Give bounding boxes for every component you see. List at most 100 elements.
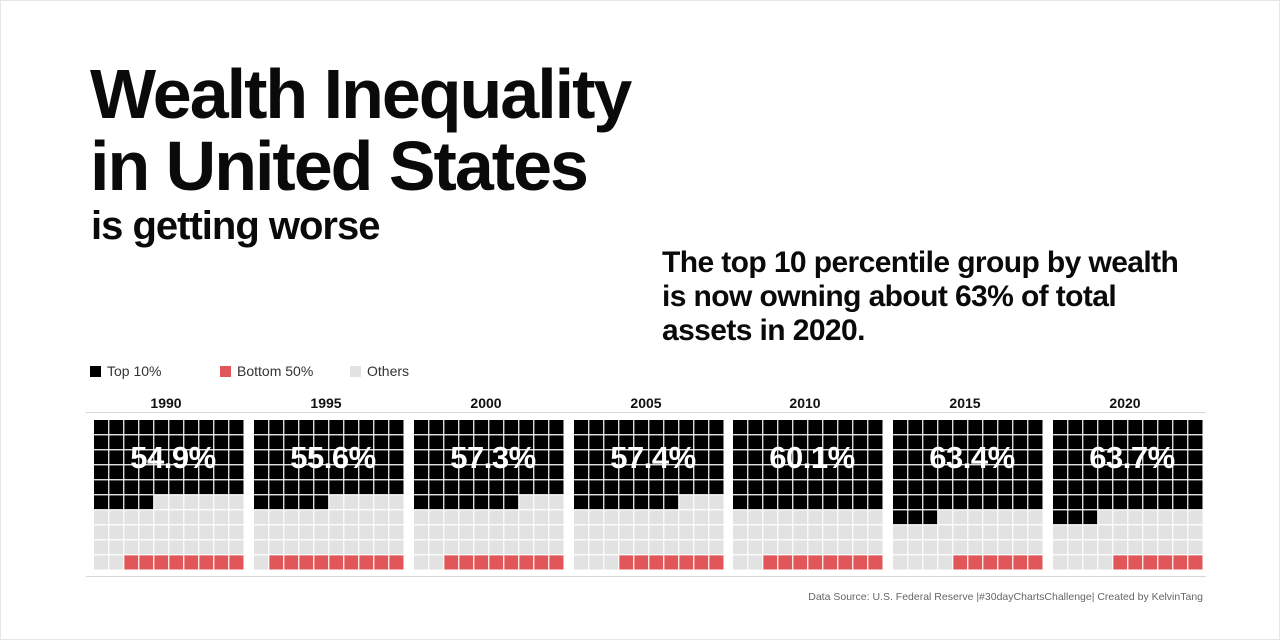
waffle-cell-top10 xyxy=(169,480,184,495)
waffle-cell-bottom50 xyxy=(664,555,679,570)
waffle-cell-bottom50 xyxy=(1158,555,1173,570)
waffle-cell-top10 xyxy=(694,480,709,495)
waffle-cell-top10 xyxy=(1128,435,1143,450)
waffle-cell-bottom50 xyxy=(694,555,709,570)
waffle-cell-others xyxy=(709,525,724,540)
waffle-cell-top10 xyxy=(778,465,793,480)
waffle-cell-others xyxy=(1098,525,1113,540)
year-label: 2000 xyxy=(470,395,501,411)
waffle-cell-others xyxy=(694,540,709,555)
waffle-cell-others xyxy=(94,555,109,570)
waffle-cell-others xyxy=(1158,540,1173,555)
waffle-cell-top10 xyxy=(429,480,444,495)
waffle-cell-others xyxy=(389,540,404,555)
waffle-cell-top10 xyxy=(968,450,983,465)
waffle-cell-top10 xyxy=(1013,495,1028,510)
waffle-cell-top10 xyxy=(664,420,679,435)
waffle-cell-top10 xyxy=(1158,420,1173,435)
waffle-cell-top10 xyxy=(748,495,763,510)
waffle-cell-top10 xyxy=(1098,420,1113,435)
waffle-cell-top10 xyxy=(1113,465,1128,480)
waffle-cell-others xyxy=(549,495,564,510)
waffle-cell-top10 xyxy=(444,450,459,465)
waffle-cell-top10 xyxy=(169,465,184,480)
waffle-cell-bottom50 xyxy=(823,555,838,570)
waffle-cell-top10 xyxy=(868,495,883,510)
waffle-cell-others xyxy=(589,525,604,540)
waffle-cell-top10 xyxy=(1053,435,1068,450)
waffle-cell-others xyxy=(893,540,908,555)
waffle-cell-top10 xyxy=(983,480,998,495)
waffle-cell-top10 xyxy=(299,435,314,450)
waffle-cell-top10 xyxy=(94,450,109,465)
waffle-cell-top10 xyxy=(778,480,793,495)
waffle-cell-others xyxy=(823,540,838,555)
waffle-cell-others xyxy=(359,525,374,540)
waffle-cell-top10 xyxy=(1143,495,1158,510)
waffle-cell-top10 xyxy=(823,465,838,480)
waffle-cell-others xyxy=(694,510,709,525)
waffle-cell-top10 xyxy=(1013,480,1028,495)
waffle-cell-others xyxy=(254,540,269,555)
waffle-panel-2020: 2020 63.7% xyxy=(1053,395,1203,570)
waffle-cell-others xyxy=(634,540,649,555)
waffle-cell-top10 xyxy=(808,435,823,450)
waffle-cell-others xyxy=(763,540,778,555)
waffle-cell-top10 xyxy=(124,465,139,480)
waffle-cell-top10 xyxy=(229,450,244,465)
waffle-cell-others xyxy=(229,510,244,525)
waffle-cell-others xyxy=(1143,540,1158,555)
waffle-cell-others xyxy=(604,540,619,555)
waffle-cell-top10 xyxy=(124,495,139,510)
waffle-cell-bottom50 xyxy=(519,555,534,570)
waffle-cell-others xyxy=(808,540,823,555)
waffle-cell-others xyxy=(748,540,763,555)
waffle-cell-top10 xyxy=(983,450,998,465)
waffle-cell-top10 xyxy=(793,450,808,465)
waffle-cell-others xyxy=(953,525,968,540)
waffle-cell-others xyxy=(733,525,748,540)
waffle-cell-others xyxy=(998,510,1013,525)
waffle-cell-top10 xyxy=(983,420,998,435)
waffle-cell-others xyxy=(823,525,838,540)
waffle-cell-top10 xyxy=(299,420,314,435)
waffle-cell-others xyxy=(504,510,519,525)
waffle-cell-others xyxy=(679,510,694,525)
waffle-cell-top10 xyxy=(1083,450,1098,465)
waffle-cell-others xyxy=(109,525,124,540)
waffle-cell-top10 xyxy=(299,495,314,510)
waffle-cell-others xyxy=(299,540,314,555)
waffle-cell-others xyxy=(604,510,619,525)
waffle-cell-top10 xyxy=(519,465,534,480)
percent-label: 55.6% xyxy=(290,440,375,475)
waffle-cell-top10 xyxy=(634,465,649,480)
waffle-cell-top10 xyxy=(1173,435,1188,450)
waffle-cell-bottom50 xyxy=(1028,555,1043,570)
waffle-cell-top10 xyxy=(649,465,664,480)
waffle-cell-top10 xyxy=(389,435,404,450)
waffle-cell-others xyxy=(1173,540,1188,555)
waffle-cell-others xyxy=(793,525,808,540)
waffle-cell-top10 xyxy=(214,450,229,465)
waffle-cell-top10 xyxy=(199,420,214,435)
waffle-cell-top10 xyxy=(1053,510,1068,525)
waffle-cell-top10 xyxy=(838,420,853,435)
waffle-cell-top10 xyxy=(314,480,329,495)
waffle-cell-others xyxy=(329,525,344,540)
waffle-cell-others xyxy=(389,510,404,525)
waffle-cell-top10 xyxy=(604,495,619,510)
waffle-cell-top10 xyxy=(414,435,429,450)
waffle-cell-others xyxy=(1098,540,1113,555)
waffle-cell-top10 xyxy=(94,435,109,450)
waffle-cell-top10 xyxy=(1143,480,1158,495)
waffle-cell-others xyxy=(109,540,124,555)
year-label: 2005 xyxy=(630,395,661,411)
title-line-1: Wealth Inequality xyxy=(90,55,632,133)
waffle-cell-bottom50 xyxy=(983,555,998,570)
waffle-cell-top10 xyxy=(314,435,329,450)
waffle-cell-others xyxy=(1128,510,1143,525)
waffle-panel-1995: 1995 55.6% xyxy=(254,395,404,570)
waffle-cell-others xyxy=(694,525,709,540)
waffle-cell-top10 xyxy=(589,480,604,495)
waffle-cell-others xyxy=(414,555,429,570)
